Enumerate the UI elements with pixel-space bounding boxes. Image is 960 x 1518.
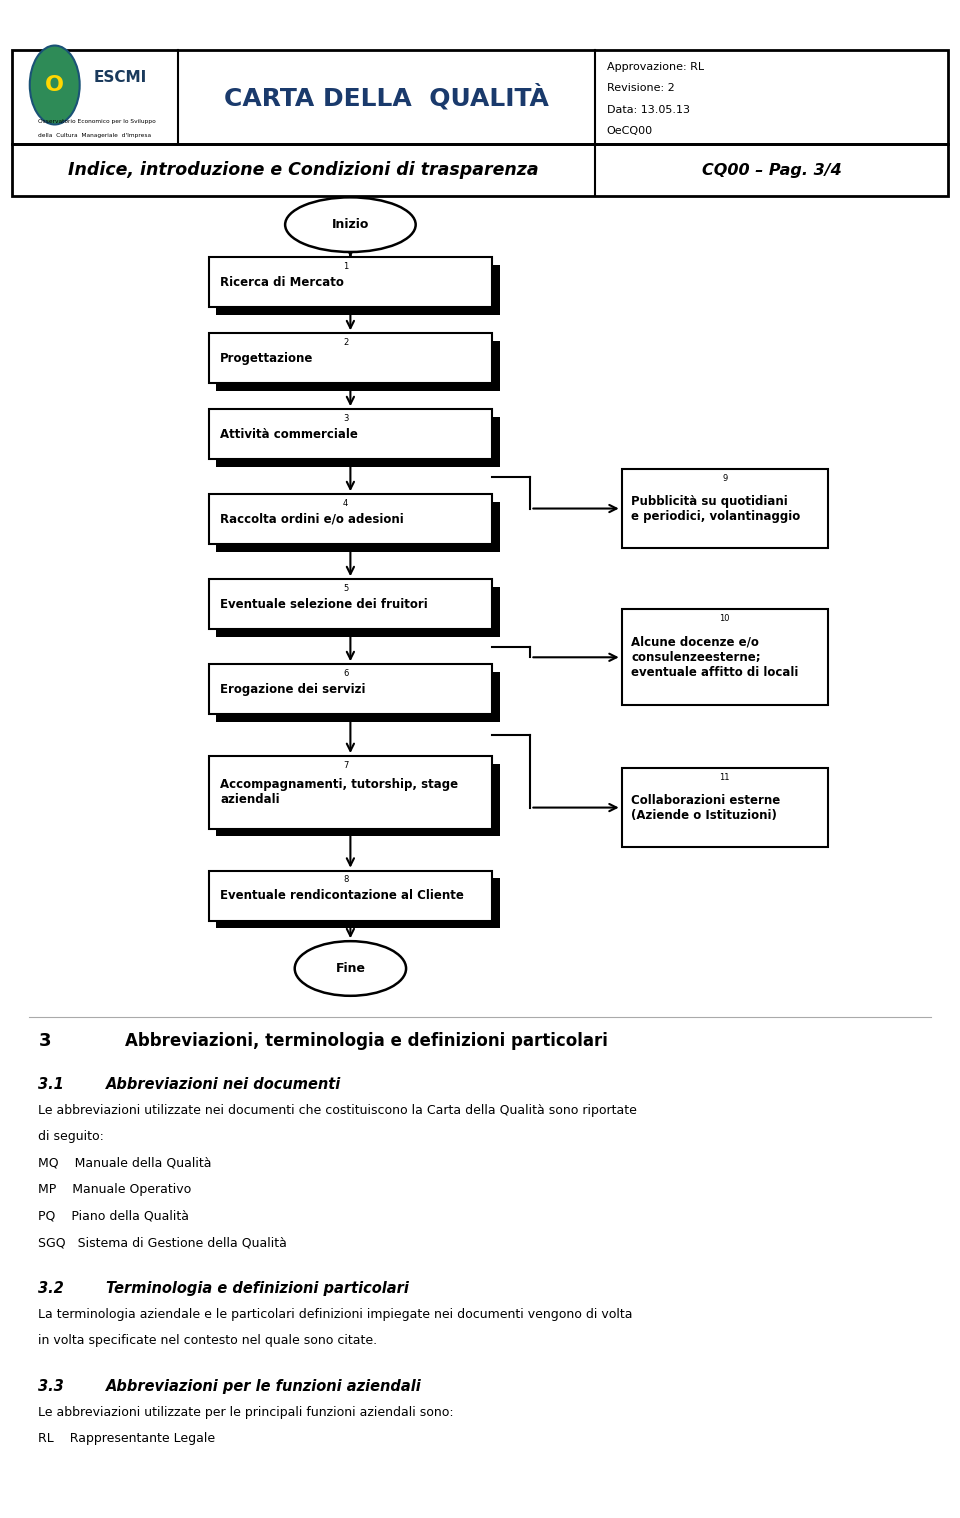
Bar <box>209 493 492 543</box>
Text: 4: 4 <box>343 498 348 507</box>
Text: OeCQ00: OeCQ00 <box>607 126 653 137</box>
Bar <box>217 877 499 929</box>
Text: Approvazione: RL: Approvazione: RL <box>607 62 704 73</box>
Bar <box>209 870 492 920</box>
Text: 3.1: 3.1 <box>38 1078 64 1091</box>
Text: La terminologia aziendale e le particolari definizioni impiegate nei documenti v: La terminologia aziendale e le particola… <box>38 1309 633 1321</box>
Text: 9: 9 <box>722 474 728 483</box>
Bar <box>217 416 499 468</box>
Text: 11: 11 <box>720 773 730 782</box>
Bar <box>217 671 499 721</box>
Bar <box>209 663 492 713</box>
Ellipse shape <box>295 941 406 996</box>
Ellipse shape <box>285 197 416 252</box>
Circle shape <box>30 46 80 124</box>
Text: Erogazione dei servizi: Erogazione dei servizi <box>221 683 366 695</box>
Text: Progettazione: Progettazione <box>221 352 314 364</box>
Text: SGQ   Sistema di Gestione della Qualità: SGQ Sistema di Gestione della Qualità <box>38 1237 287 1249</box>
Text: Revisione: 2: Revisione: 2 <box>607 83 675 94</box>
Text: PQ    Piano della Qualità: PQ Piano della Qualità <box>38 1210 189 1224</box>
Text: Eventuale rendicontazione al Cliente: Eventuale rendicontazione al Cliente <box>221 890 465 902</box>
Bar <box>621 469 828 548</box>
Text: 1: 1 <box>343 263 348 270</box>
Text: 5: 5 <box>343 583 348 592</box>
Bar <box>621 768 828 847</box>
Text: RL    Rappresentante Legale: RL Rappresentante Legale <box>38 1433 216 1445</box>
Text: Raccolta ordini e/o adesioni: Raccolta ordini e/o adesioni <box>221 513 404 525</box>
Bar <box>209 756 492 829</box>
Bar <box>209 578 492 628</box>
Text: Osservatorio Economico per lo Sviluppo: Osservatorio Economico per lo Sviluppo <box>38 120 156 124</box>
Text: Abbreviazioni per le funzioni aziendali: Abbreviazioni per le funzioni aziendali <box>106 1380 421 1394</box>
Text: Indice, introduzione e Condizioni di trasparenza: Indice, introduzione e Condizioni di tra… <box>68 161 539 179</box>
Bar <box>209 257 492 307</box>
Text: 2: 2 <box>343 339 348 346</box>
Text: della  Cultura  Manageriale  d'Impresa: della Cultura Manageriale d'Impresa <box>38 134 152 138</box>
Text: 3: 3 <box>38 1032 51 1050</box>
Text: in volta specificate nel contesto nel quale sono citate.: in volta specificate nel contesto nel qu… <box>38 1334 377 1348</box>
Text: Fine: Fine <box>335 962 366 975</box>
Bar <box>209 332 492 383</box>
Text: 3.2: 3.2 <box>38 1281 64 1296</box>
Bar <box>217 501 499 551</box>
Text: di seguito:: di seguito: <box>38 1129 105 1143</box>
Text: CQ00 – Pag. 3/4: CQ00 – Pag. 3/4 <box>702 162 842 178</box>
Text: Inizio: Inizio <box>332 219 369 231</box>
Text: Ricerca di Mercato: Ricerca di Mercato <box>221 276 345 288</box>
Bar <box>209 408 492 458</box>
Text: Collaborazioni esterne
(Aziende o Istituzioni): Collaborazioni esterne (Aziende o Istitu… <box>632 794 780 821</box>
Text: Le abbreviazioni utilizzate nei documenti che costituiscono la Carta della Quali: Le abbreviazioni utilizzate nei document… <box>38 1104 637 1117</box>
Text: Data: 13.05.13: Data: 13.05.13 <box>607 105 689 115</box>
Bar <box>12 144 948 196</box>
Text: CARTA DELLA  QUALITÀ: CARTA DELLA QUALITÀ <box>224 83 549 111</box>
Text: Pubblicità su quotidiani
e periodici, volantinaggio: Pubblicità su quotidiani e periodici, vo… <box>632 495 801 522</box>
Text: Eventuale selezione dei fruitori: Eventuale selezione dei fruitori <box>221 598 428 610</box>
Text: MQ    Manuale della Qualità: MQ Manuale della Qualità <box>38 1157 212 1170</box>
Text: 7: 7 <box>343 761 348 770</box>
Bar <box>217 264 499 316</box>
Text: Accompagnamenti, tutorship, stage
aziendali: Accompagnamenti, tutorship, stage aziend… <box>221 779 459 806</box>
Text: 3.3: 3.3 <box>38 1380 64 1394</box>
Bar <box>217 586 499 638</box>
Text: Alcune docenze e/o
consulenzeesterne;
eventuale affitto di locali: Alcune docenze e/o consulenzeesterne; ev… <box>632 636 799 679</box>
Text: MP    Manuale Operativo: MP Manuale Operativo <box>38 1184 192 1196</box>
Bar <box>217 764 499 836</box>
Text: 10: 10 <box>720 615 730 622</box>
Bar <box>217 340 499 390</box>
Text: 8: 8 <box>343 874 348 883</box>
Text: Attività commerciale: Attività commerciale <box>221 428 358 440</box>
Bar <box>621 609 828 704</box>
Bar <box>12 50 948 144</box>
Text: Abbreviazioni nei documenti: Abbreviazioni nei documenti <box>106 1078 341 1091</box>
Text: O: O <box>45 74 64 96</box>
Text: ESCMI: ESCMI <box>94 70 147 85</box>
Text: Abbreviazioni, terminologia e definizioni particolari: Abbreviazioni, terminologia e definizion… <box>125 1032 608 1050</box>
Text: 3: 3 <box>343 414 348 422</box>
Text: Le abbreviazioni utilizzate per le principali funzioni aziendali sono:: Le abbreviazioni utilizzate per le princ… <box>38 1406 454 1419</box>
Text: 6: 6 <box>343 668 348 677</box>
Text: Terminologia e definizioni particolari: Terminologia e definizioni particolari <box>106 1281 408 1296</box>
